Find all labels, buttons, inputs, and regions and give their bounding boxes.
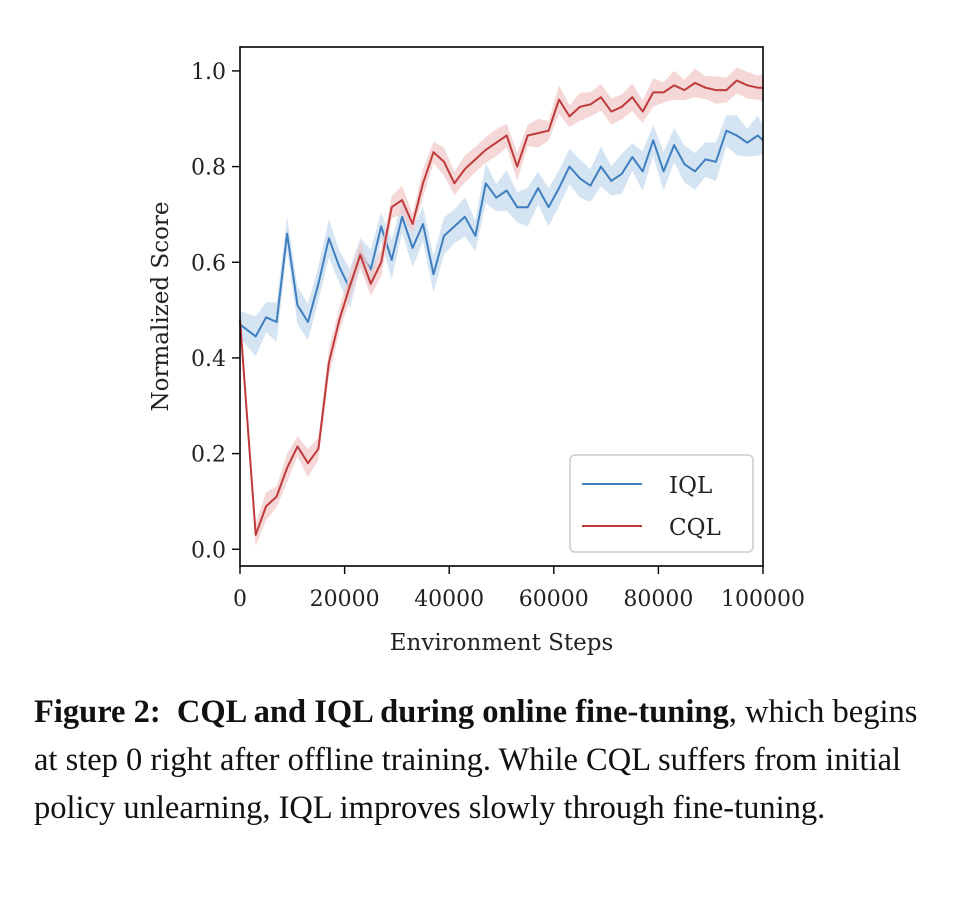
series-band-cql (240, 67, 763, 547)
legend: IQL CQL (569, 454, 754, 553)
legend-label-iql: IQL (669, 473, 712, 499)
figure-caption: Figure 2: CQL and IQL during online fine… (34, 688, 944, 832)
x-tick-label: 0 (233, 587, 247, 612)
caption-figure-label: Figure 2: (34, 694, 161, 730)
plot-frame (239, 46, 764, 567)
x-tick-label: 60000 (519, 587, 589, 612)
legend-box (569, 454, 754, 553)
chart: 0 20000 40000 60000 80000 100000 0.0 0.2 0.4 0.6 0… (148, 46, 805, 656)
y-tick-label: 0.0 (191, 538, 226, 563)
y-axis-label: Normalized Score (148, 201, 174, 411)
x-tick-label: 20000 (310, 587, 380, 612)
y-tick-label: 0.8 (191, 156, 226, 181)
y-tick-label: 0.2 (191, 443, 226, 468)
caption-title: CQL and IQL during online fine-tuning (176, 694, 729, 730)
x-axis-label: Environment Steps (390, 630, 614, 656)
legend-label-cql: CQL (669, 515, 721, 541)
axes: 0 20000 40000 60000 80000 100000 0.0 0.2 0.4 0.6 0… (191, 46, 805, 612)
caption-body: , which begins at step 0 right after off… (34, 694, 918, 826)
x-tick-label: 80000 (623, 587, 693, 612)
x-tick-label: 100000 (721, 587, 805, 612)
y-tick-label: 0.4 (191, 347, 226, 372)
plot-area (239, 67, 764, 547)
series-line-iql (239, 129, 764, 338)
series-line-cql (239, 79, 763, 536)
x-tick-label: 40000 (414, 587, 484, 612)
y-tick-label: 0.6 (191, 251, 226, 276)
y-tick-label: 1.0 (191, 60, 226, 85)
